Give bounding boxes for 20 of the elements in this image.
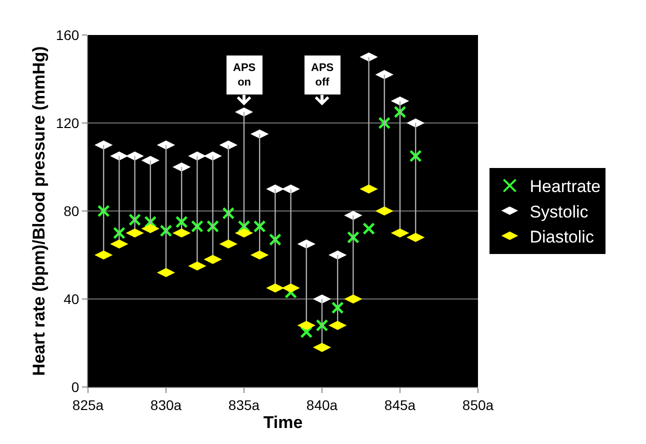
y-tick-label: 120 [56,114,80,131]
y-axis-title: Heart rate (bpm)/Blood pressure (mmHg) [29,46,48,376]
legend-label: Heartrate [530,177,601,196]
legend-label: Systolic [530,202,589,222]
x-tick-label: 845a [384,396,416,413]
x-tick-label: 850a [462,396,494,413]
y-tick-label: 80 [64,202,80,219]
y-tick-label: 40 [64,290,80,307]
legend-label: Diastolic [530,227,594,246]
x-tick-label: 835a [228,396,260,413]
x-axis-title: Time [263,413,303,432]
y-tick-label: 160 [56,26,80,43]
x-tick-label: 840a [306,396,338,413]
x-tick-label: 825a [72,396,104,413]
point [362,222,376,235]
point [300,326,313,338]
annotation: APS off [311,62,334,88]
annotation: APS on [233,62,256,88]
x-tick-label: 830a [150,396,182,413]
y-tick-label: 0 [71,378,80,395]
